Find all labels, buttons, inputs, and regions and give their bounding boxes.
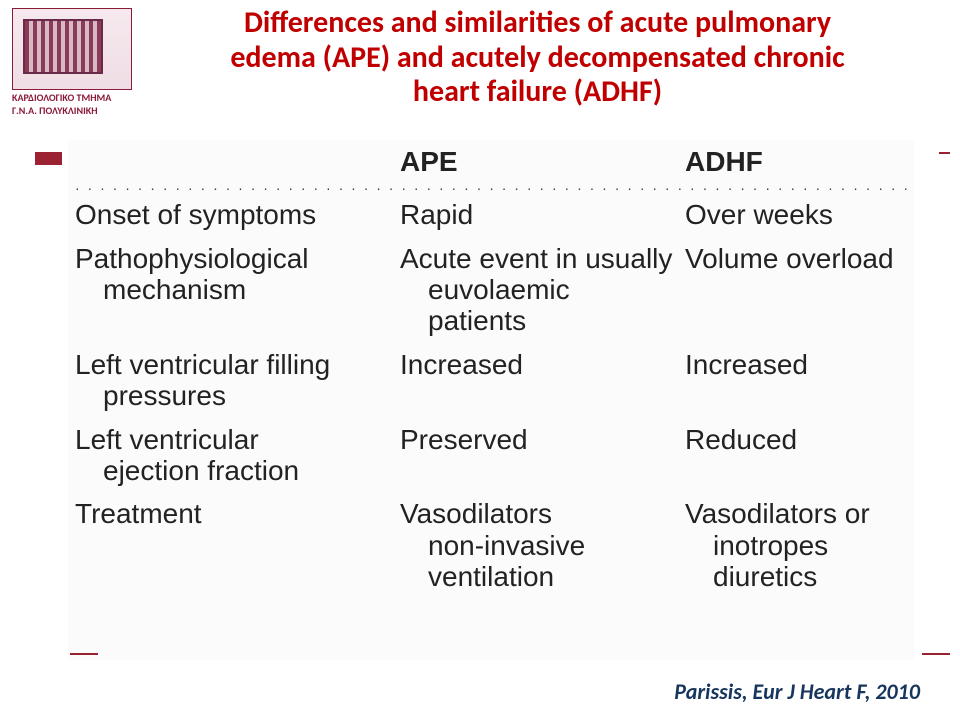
logo-text-line2: Γ.Ν.Α. ΠΟΛΥΚΛΙΝΙΚΗ — [12, 103, 137, 116]
row-label: Left ventricular ejection fraction — [75, 418, 400, 493]
row-ape: Rapid — [400, 193, 685, 236]
row-ape: Acute event in usually euvolaemic patien… — [400, 237, 685, 343]
row-adhf: Reduced — [685, 418, 910, 493]
row-label: Treatment — [75, 492, 400, 598]
table-row: Onset of symptoms Rapid Over weeks — [75, 193, 910, 236]
table-row: Pathophysiological mechanism Acute event… — [75, 237, 910, 343]
comparison-table: APE ADHF · · · · · · · · · · · · · · · ·… — [75, 140, 910, 598]
institution-logo: ΚΑΡΔΙΟΛΟΓΙΚΟ ΤΜΗΜΑ Γ.Ν.Α. ΠΟΛΥΚΛΙΝΙΚΗ — [12, 8, 137, 116]
header-ape: APE — [400, 140, 685, 183]
title-line-2: edema (APE) and acutely decompensated ch… — [175, 41, 900, 76]
table-header-row: APE ADHF — [75, 140, 910, 183]
row-adhf: Vasodilators or inotropes diuretics — [685, 492, 910, 598]
row-adhf: Increased — [685, 343, 910, 418]
row-ape: Preserved — [400, 418, 685, 493]
row-label: Onset of symptoms — [75, 193, 400, 236]
row-label: Left ventricular filling pressures — [75, 343, 400, 418]
row-ape: Vasodilators non-invasive ventilation — [400, 492, 685, 598]
header-separator-dots: · · · · · · · · · · · · · · · · · · · · … — [75, 183, 910, 193]
logo-building-graphic — [12, 8, 132, 90]
title-line-1: Differences and similarities of acute pu… — [175, 6, 900, 41]
row-adhf: Over weeks — [685, 193, 910, 236]
logo-text-line1: ΚΑΡΔΙΟΛΟΓΙΚΟ ΤΜΗΜΑ — [12, 90, 137, 103]
header-adhf: ADHF — [685, 140, 910, 183]
table-row: Left ventricular ejection fraction Prese… — [75, 418, 910, 493]
title-line-3: heart failure (ADHF) — [175, 75, 900, 110]
slide-title: Differences and similarities of acute pu… — [175, 6, 900, 110]
row-adhf: Volume overload — [685, 237, 910, 343]
citation-text: Parissis, Eur J Heart F, 2010 — [674, 678, 920, 705]
table-row: Treatment Vasodilators non-invasive vent… — [75, 492, 910, 598]
row-label: Pathophysiological mechanism — [75, 237, 400, 343]
header-empty — [75, 140, 400, 183]
row-ape: Increased — [400, 343, 685, 418]
table-row: Left ventricular filling pressures Incre… — [75, 343, 910, 418]
